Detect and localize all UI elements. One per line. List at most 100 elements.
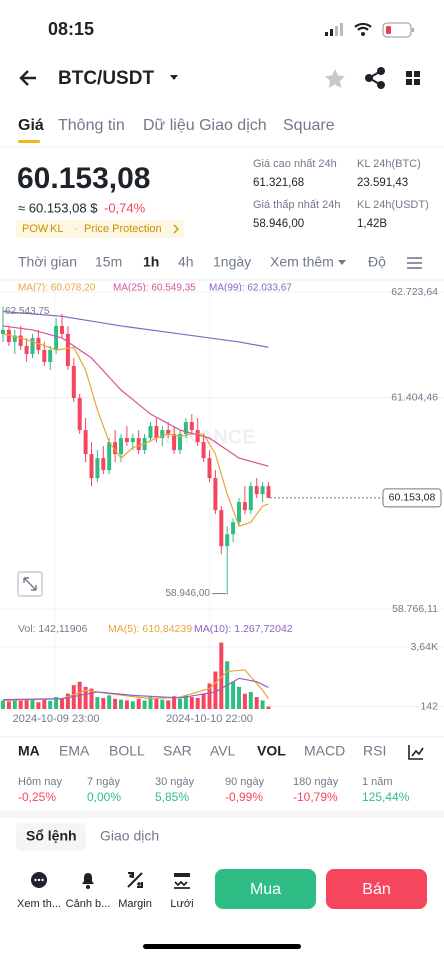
- volume-bar: [248, 691, 253, 709]
- candle-body: [30, 337, 35, 354]
- bottom-tab[interactable]: Sổ lệnh: [26, 828, 77, 844]
- candle-body: [18, 335, 23, 346]
- action-label[interactable]: Cảnh b...: [66, 898, 111, 910]
- action-icon[interactable]: [82, 873, 94, 889]
- stat-label: KL 24h(BTC): [357, 158, 421, 170]
- tag-chevron: [173, 224, 179, 234]
- x-tick-label: 2024-10-09 23:00: [13, 713, 100, 725]
- indicator[interactable]: AVL: [210, 743, 236, 759]
- perf-value: -0,99%: [225, 790, 263, 804]
- stat-value: 23.591,43: [357, 177, 408, 189]
- tag-box[interactable]: [16, 220, 184, 238]
- volume-bar: [195, 697, 200, 709]
- candle-body: [148, 426, 153, 439]
- tab[interactable]: Giá: [18, 117, 44, 134]
- bottom-tab[interactable]: Giao dịch: [100, 828, 159, 844]
- indicator[interactable]: MACD: [304, 743, 345, 759]
- volume-bar: [231, 681, 236, 709]
- candle-body: [154, 426, 159, 439]
- icon-part: [174, 880, 190, 889]
- icon-part: [127, 872, 143, 888]
- perf-value: 125,44%: [362, 790, 410, 804]
- interval[interactable]: Xem thêm: [270, 254, 334, 270]
- volume-bar: [260, 700, 265, 709]
- volume-bar: [136, 698, 141, 709]
- ma-line: [2, 333, 269, 527]
- perf-value: -10,79%: [293, 790, 338, 804]
- status-icons: [325, 22, 414, 38]
- action-icon[interactable]: [127, 872, 143, 888]
- interval[interactable]: Độ: [368, 254, 386, 270]
- buy-label[interactable]: Mua: [250, 881, 281, 898]
- icon-part: [82, 873, 94, 884]
- tag[interactable]: KL: [50, 223, 63, 235]
- candle-body: [124, 438, 129, 443]
- interval[interactable]: 4h: [178, 254, 194, 270]
- indicator[interactable]: RSI: [363, 743, 386, 759]
- ma-label: MA(7): 60.078,20: [18, 283, 96, 294]
- volume-bar: [130, 701, 135, 709]
- action-icon[interactable]: [174, 873, 190, 889]
- indicator[interactable]: BOLL: [109, 743, 145, 759]
- volume-bar: [60, 697, 64, 709]
- last-price: 60.153,08: [17, 162, 150, 195]
- buy-button[interactable]: [215, 869, 316, 909]
- interval[interactable]: 1h: [143, 254, 159, 270]
- candle-body: [42, 349, 47, 362]
- candle-body: [219, 510, 224, 547]
- status-time: 08:15: [48, 19, 94, 39]
- indicator[interactable]: SAR: [163, 743, 192, 759]
- action-icon[interactable]: [31, 872, 47, 888]
- tag[interactable]: POW: [22, 223, 49, 235]
- interval[interactable]: 1ngày: [213, 254, 251, 270]
- pair-caret[interactable]: [170, 75, 178, 80]
- fiat-price: ≈ 60.153,08 $: [18, 200, 98, 215]
- share-icon[interactable]: [365, 67, 385, 89]
- volume-bar: [113, 698, 118, 709]
- candle-body: [207, 458, 212, 479]
- volume-bar: [183, 695, 188, 709]
- candle-body: [77, 398, 82, 431]
- action-label[interactable]: Xem th...: [17, 898, 61, 910]
- candle-body: [101, 458, 106, 471]
- volume-bar: [101, 697, 106, 709]
- volume-bar: [36, 702, 41, 709]
- candle-body: [48, 349, 53, 362]
- stat-label: KL 24h(USDT): [357, 199, 429, 211]
- candle-body: [6, 329, 11, 342]
- indicator-icon[interactable]: [408, 745, 424, 760]
- candle-body: [95, 458, 100, 479]
- candle-body: [189, 422, 194, 431]
- volume-bar: [242, 693, 247, 709]
- candle-body: [260, 486, 265, 495]
- tab[interactable]: Square: [283, 117, 335, 134]
- settings-icon[interactable]: [407, 257, 422, 269]
- fullscreen-icon[interactable]: [17, 571, 43, 597]
- candle-body: [107, 442, 112, 471]
- indicator[interactable]: EMA: [59, 743, 90, 759]
- pair-title[interactable]: BTC/USDT: [58, 68, 154, 89]
- tab[interactable]: Dữ liệu Giao dịch: [143, 117, 267, 134]
- tab-underline: [18, 140, 40, 143]
- volume-tick-label: 3,64K: [411, 641, 438, 653]
- tag-sep: ·: [41, 224, 44, 235]
- interval[interactable]: Thời gian: [18, 254, 77, 270]
- action-label[interactable]: Lưới: [170, 898, 193, 910]
- volume-bar: [18, 700, 23, 709]
- action-label[interactable]: Margin: [118, 898, 152, 910]
- y-tick-label: 61.404,46: [391, 391, 438, 403]
- tab[interactable]: Thông tin: [58, 117, 125, 134]
- interval[interactable]: 15m: [95, 254, 122, 270]
- indicator[interactable]: VOL: [257, 743, 286, 759]
- sell-label[interactable]: Bán: [362, 881, 390, 898]
- sell-button[interactable]: [326, 869, 427, 909]
- layout-icon[interactable]: [406, 71, 420, 85]
- volume-bar: [48, 700, 53, 709]
- indicator[interactable]: MA: [18, 743, 40, 759]
- icon-part: [129, 874, 133, 878]
- back-button[interactable]: [19, 70, 36, 86]
- tag[interactable]: Price Protection: [84, 223, 162, 235]
- price-change: -0,74%: [104, 200, 146, 215]
- favorite-icon[interactable]: [325, 69, 345, 88]
